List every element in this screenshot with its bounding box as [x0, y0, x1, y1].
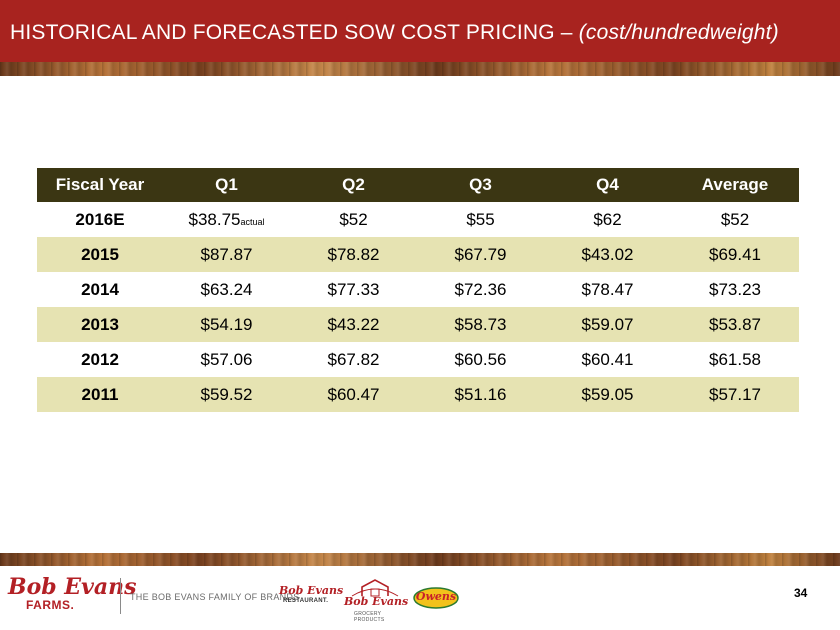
farmhouse-icon — [351, 579, 399, 597]
cell-q1: $57.06 — [200, 349, 253, 369]
restaurant-logo-sub: RESTAURANT. — [283, 598, 329, 604]
cell-q4: $62 — [593, 209, 622, 229]
owens-logo-text: Owens — [415, 590, 457, 603]
cell-q3: $72.36 — [454, 279, 507, 299]
owens-logo: Owens — [413, 586, 459, 610]
header-average: Average — [671, 168, 799, 202]
cell-q1: $38.75actual — [163, 202, 290, 237]
cell-q4: $60.41 — [581, 349, 634, 369]
cell-average: $53.87 — [671, 307, 799, 342]
bob-evans-farms-logo-script: Bob Evans — [8, 574, 137, 600]
slide-title-italic: (cost/hundredweight) — [578, 21, 779, 44]
table-row: 2015 $87.87 $78.82 $67.79 $43.02 $69.41 — [37, 237, 799, 272]
owens-badge-icon — [413, 587, 459, 609]
cell-q1: $87.87 — [163, 237, 290, 272]
restaurant-logo-script: Bob Evans — [279, 584, 344, 597]
cell-q3: $67.79 — [417, 237, 544, 272]
cell-year: 2013 — [37, 307, 163, 342]
cell-year: 2014 — [81, 279, 119, 299]
grocery-logo-sub: GROCERY PRODUCTS — [354, 611, 385, 623]
cell-q2: $77.33 — [327, 279, 380, 299]
cell-year: 2011 — [37, 377, 163, 412]
sow-cost-table: Fiscal Year Q1 Q2 Q3 Q4 Average 2016E $3… — [37, 168, 799, 412]
cell-q1-value: $38.75 — [188, 209, 241, 229]
table-row: 2012 $57.06 $67.82 $60.56 $60.41 $61.58 — [37, 342, 799, 377]
cell-q2: $43.22 — [290, 307, 417, 342]
cell-q1: $54.19 — [163, 307, 290, 342]
footer-divider — [120, 578, 121, 614]
cell-q4: $59.07 — [544, 307, 671, 342]
cell-year: 2015 — [37, 237, 163, 272]
header-q2: Q2 — [290, 168, 417, 202]
cell-q1: $59.52 — [163, 377, 290, 412]
cell-q3: $55 — [466, 209, 495, 229]
slide-title: HISTORICAL AND FORECASTED SOW COST PRICI… — [10, 21, 779, 45]
table-row: 2016E $38.75actual $52 $55 $62 $52 — [37, 202, 799, 237]
bob-evans-farms-logo: Bob Evans FARMS. — [8, 574, 137, 618]
header-fiscal-year: Fiscal Year — [37, 168, 163, 202]
table-header-row: Fiscal Year Q1 Q2 Q3 Q4 Average — [37, 168, 799, 202]
bob-evans-grocery-logo: Bob Evans GROCERY PRODUCTS — [344, 578, 409, 623]
bob-evans-restaurant-logo: Bob Evans RESTAURANT. — [279, 584, 343, 614]
cell-q3: $51.16 — [417, 377, 544, 412]
slide-title-main: HISTORICAL AND FORECASTED SOW COST PRICI… — [10, 21, 579, 44]
cell-q1: $63.24 — [200, 279, 253, 299]
cell-average: $57.17 — [671, 377, 799, 412]
cell-average: $73.23 — [709, 279, 761, 299]
cell-q3: $60.56 — [454, 349, 507, 369]
grocery-logo-script: Bob Evans — [344, 595, 409, 608]
footer-logos: Bob Evans FARMS. THE BOB EVANS FAMILY OF… — [0, 572, 840, 630]
cell-q2: $67.82 — [327, 349, 380, 369]
wood-border-bottom — [0, 553, 840, 566]
table-row: 2014 $63.24 $77.33 $72.36 $78.47 $73.23 — [37, 272, 799, 307]
family-of-brands-text: THE BOB EVANS FAMILY OF BRANDS — [130, 592, 300, 602]
cell-average: $61.58 — [709, 349, 761, 369]
table-row: 2013 $54.19 $43.22 $58.73 $59.07 $53.87 — [37, 307, 799, 342]
cell-q4: $59.05 — [544, 377, 671, 412]
cell-q2: $52 — [339, 209, 368, 229]
cell-year: 2016E — [75, 209, 125, 229]
title-bar: HISTORICAL AND FORECASTED SOW COST PRICI… — [0, 0, 840, 62]
header-q3: Q3 — [417, 168, 544, 202]
cell-q1-note: actual — [240, 216, 265, 227]
cell-q3: $58.73 — [417, 307, 544, 342]
bob-evans-farms-logo-sub: FARMS. — [26, 598, 75, 612]
cell-year: 2012 — [81, 349, 119, 369]
header-q1: Q1 — [163, 168, 290, 202]
cell-q4: $78.47 — [581, 279, 634, 299]
cell-average: $69.41 — [671, 237, 799, 272]
cell-q4: $43.02 — [544, 237, 671, 272]
cell-q2: $60.47 — [290, 377, 417, 412]
page-number: 34 — [794, 586, 808, 600]
cell-q2: $78.82 — [290, 237, 417, 272]
table-row: 2011 $59.52 $60.47 $51.16 $59.05 $57.17 — [37, 377, 799, 412]
header-q4: Q4 — [544, 168, 671, 202]
wood-border-top — [0, 62, 840, 76]
cell-average: $52 — [720, 209, 750, 229]
